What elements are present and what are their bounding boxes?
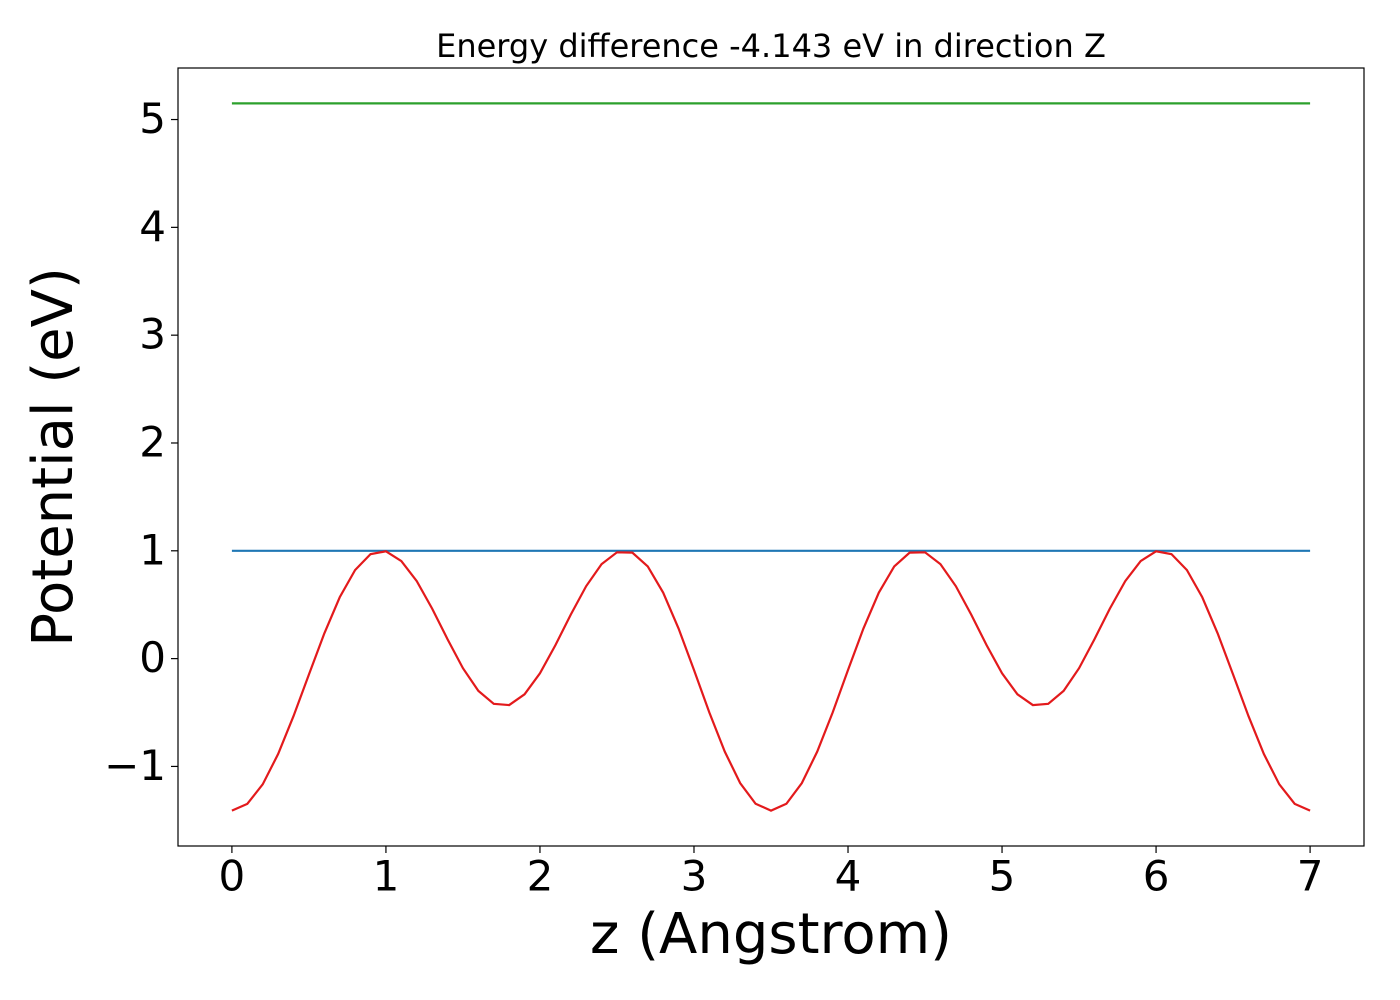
plot-frame: [177, 67, 1365, 847]
y-tick-label: 1: [139, 525, 166, 574]
y-tick-label: 2: [139, 417, 166, 466]
x-axis-label: z (Angstrom): [590, 902, 952, 967]
y-tick-label: 5: [139, 94, 166, 143]
y-tick-label: 3: [139, 310, 166, 359]
y-tick-label: −1: [104, 741, 166, 790]
line-series: [231, 550, 1311, 812]
x-tick-label: 6: [1143, 852, 1170, 901]
x-tick-label: 0: [219, 852, 246, 901]
x-tick-label: 7: [1297, 852, 1324, 901]
x-tick-label: 3: [681, 852, 708, 901]
x-tick-label: 4: [835, 852, 862, 901]
chart-title: Energy difference -4.143 eV in direction…: [436, 27, 1106, 65]
x-tick-label: 1: [373, 852, 400, 901]
y-axis-label: Potential (eV): [21, 267, 86, 647]
y-tick-label: 4: [139, 202, 166, 251]
x-tick-label: 2: [527, 852, 554, 901]
x-tick-label: 5: [989, 852, 1016, 901]
y-tick-label: 0: [139, 633, 166, 682]
